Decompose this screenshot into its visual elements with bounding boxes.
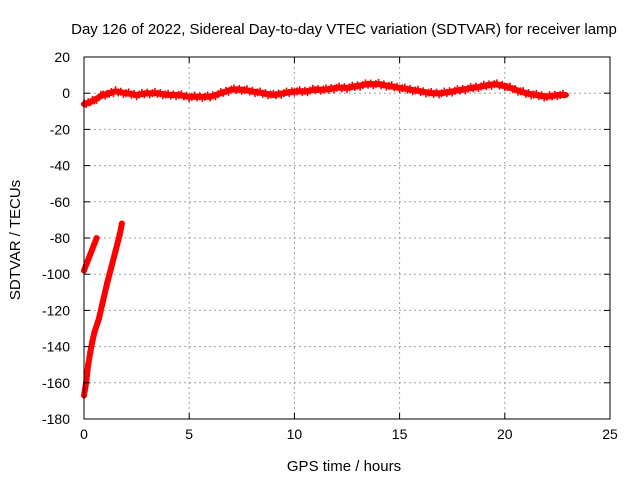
x-axis-label: GPS time / hours	[287, 458, 401, 475]
y-tick-label: -40	[50, 158, 70, 174]
x-tick-label: 5	[185, 426, 193, 442]
y-tick-label: -180	[42, 411, 70, 427]
x-tick-label: 15	[392, 426, 408, 442]
axis-ticks: 0 5 10 15 20 25 20 0 -20 -40 -60 -80 -100 -120 -140 -16…	[42, 49, 618, 442]
y-tick-label: 20	[54, 49, 70, 65]
y-tick-label: -140	[42, 339, 70, 355]
y-axis-label: SDTVAR / TECUs	[7, 180, 24, 300]
y-tick-label: -20	[50, 121, 70, 137]
data-layer	[81, 78, 569, 399]
y-tick-label: -160	[42, 375, 70, 391]
x-tick-label: 25	[602, 426, 618, 442]
plot-frame	[83, 56, 611, 420]
x-tick-label: 20	[497, 426, 513, 442]
y-tick-label: -100	[42, 266, 70, 282]
y-tick-label: -60	[50, 194, 70, 210]
y-tick-label: -80	[50, 230, 70, 246]
chart-title: Day 126 of 2022, Sidereal Day-to-day VTE…	[71, 21, 617, 38]
grid	[84, 57, 610, 419]
x-tick-label: 0	[80, 426, 88, 442]
y-tick-label: 0	[62, 85, 70, 101]
y-tick-label: -120	[42, 302, 70, 318]
x-tick-label: 10	[287, 426, 303, 442]
